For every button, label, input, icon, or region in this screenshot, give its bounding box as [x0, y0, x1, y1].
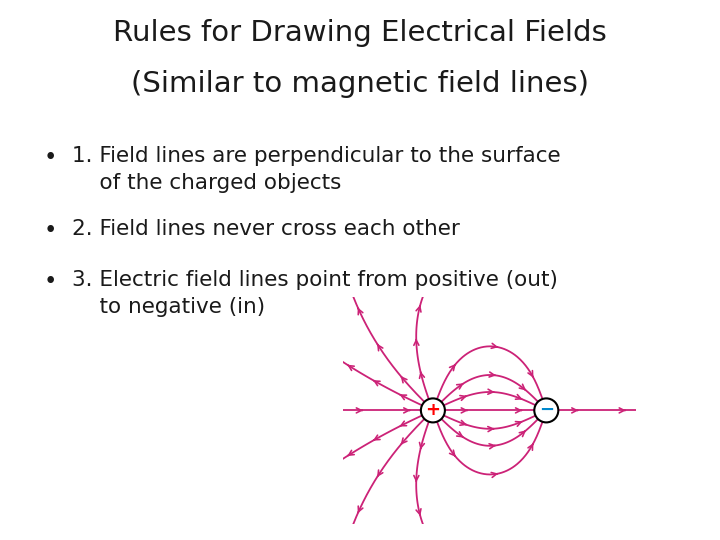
Text: 3. Electric field lines point from positive (out)
    to negative (in): 3. Electric field lines point from posit… [72, 270, 558, 317]
Text: 2. Field lines never cross each other: 2. Field lines never cross each other [72, 219, 460, 239]
Text: 1. Field lines are perpendicular to the surface
    of the charged objects: 1. Field lines are perpendicular to the … [72, 146, 561, 193]
Text: +: + [426, 401, 441, 420]
Text: •: • [43, 219, 57, 242]
Text: •: • [43, 146, 57, 169]
Circle shape [534, 399, 558, 422]
Text: Rules for Drawing Electrical Fields: Rules for Drawing Electrical Fields [113, 19, 607, 47]
Text: −: − [539, 401, 554, 420]
Text: •: • [43, 270, 57, 293]
Circle shape [421, 399, 445, 422]
Text: (Similar to magnetic field lines): (Similar to magnetic field lines) [131, 70, 589, 98]
